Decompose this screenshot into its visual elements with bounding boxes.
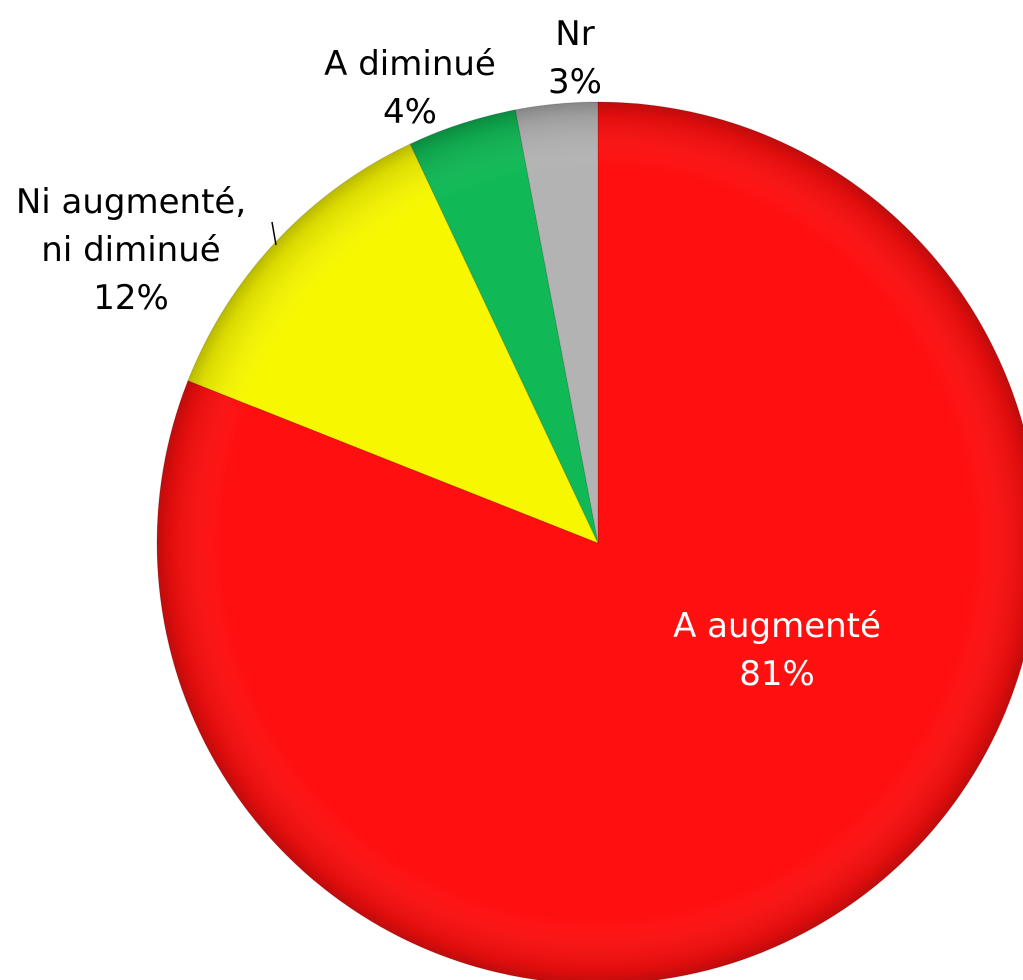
value-label: 12% (93, 278, 169, 318)
value-label: 4% (383, 92, 437, 132)
slice-label: A diminué 4% (300, 40, 520, 136)
value-label: 3% (548, 62, 602, 102)
category-label: Ni augmenté, ni diminué (15, 182, 247, 270)
leader-line (271, 221, 277, 246)
slice-label: Ni augmenté, ni diminué 12% (0, 178, 262, 322)
value-label: 81% (739, 654, 815, 694)
category-label: A augmenté (673, 606, 881, 646)
category-label: Nr (555, 14, 595, 54)
category-label: A diminué (324, 44, 496, 84)
slice-label: Nr 3% (520, 10, 630, 106)
slice-label: A augmenté 81% (627, 602, 927, 698)
